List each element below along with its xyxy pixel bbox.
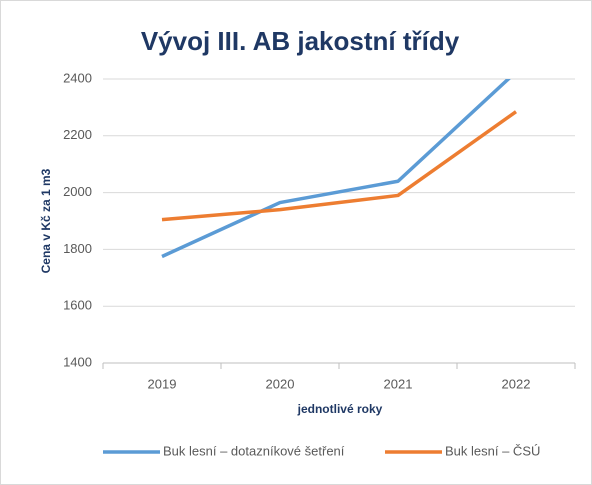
x-tick-label: 2019 (148, 376, 177, 391)
x-tick-label: 2021 (384, 376, 413, 391)
x-axis-title: jednotlivé roky (297, 402, 383, 416)
series-line (161, 110, 518, 222)
y-axis-title: Cena v Kč za 1 m3 (39, 168, 53, 273)
plot-area: 1400 1600 1800 2000 2200 2400 2019 2020 2021 2022 (63, 70, 576, 391)
y-tick-label: 1600 (63, 298, 92, 313)
chart-title: Vývoj III. AB jakostní třídy (141, 26, 460, 56)
legend: Buk lesní – dotazníkové šetření Buk lesní… (103, 443, 540, 458)
y-tick-label: 1400 (63, 354, 92, 369)
series-line (161, 79, 511, 259)
y-tick-label: 1800 (63, 241, 92, 256)
legend-label: Buk lesní – ČSÚ (445, 443, 540, 458)
y-tick-label: 2200 (63, 127, 92, 142)
legend-label: Buk lesní – dotazníkové šetření (163, 443, 345, 458)
y-tick-label: 2000 (63, 184, 92, 199)
x-tick-label: 2020 (266, 376, 295, 391)
x-tick-label: 2022 (502, 376, 531, 391)
y-tick-label: 2400 (63, 70, 92, 85)
